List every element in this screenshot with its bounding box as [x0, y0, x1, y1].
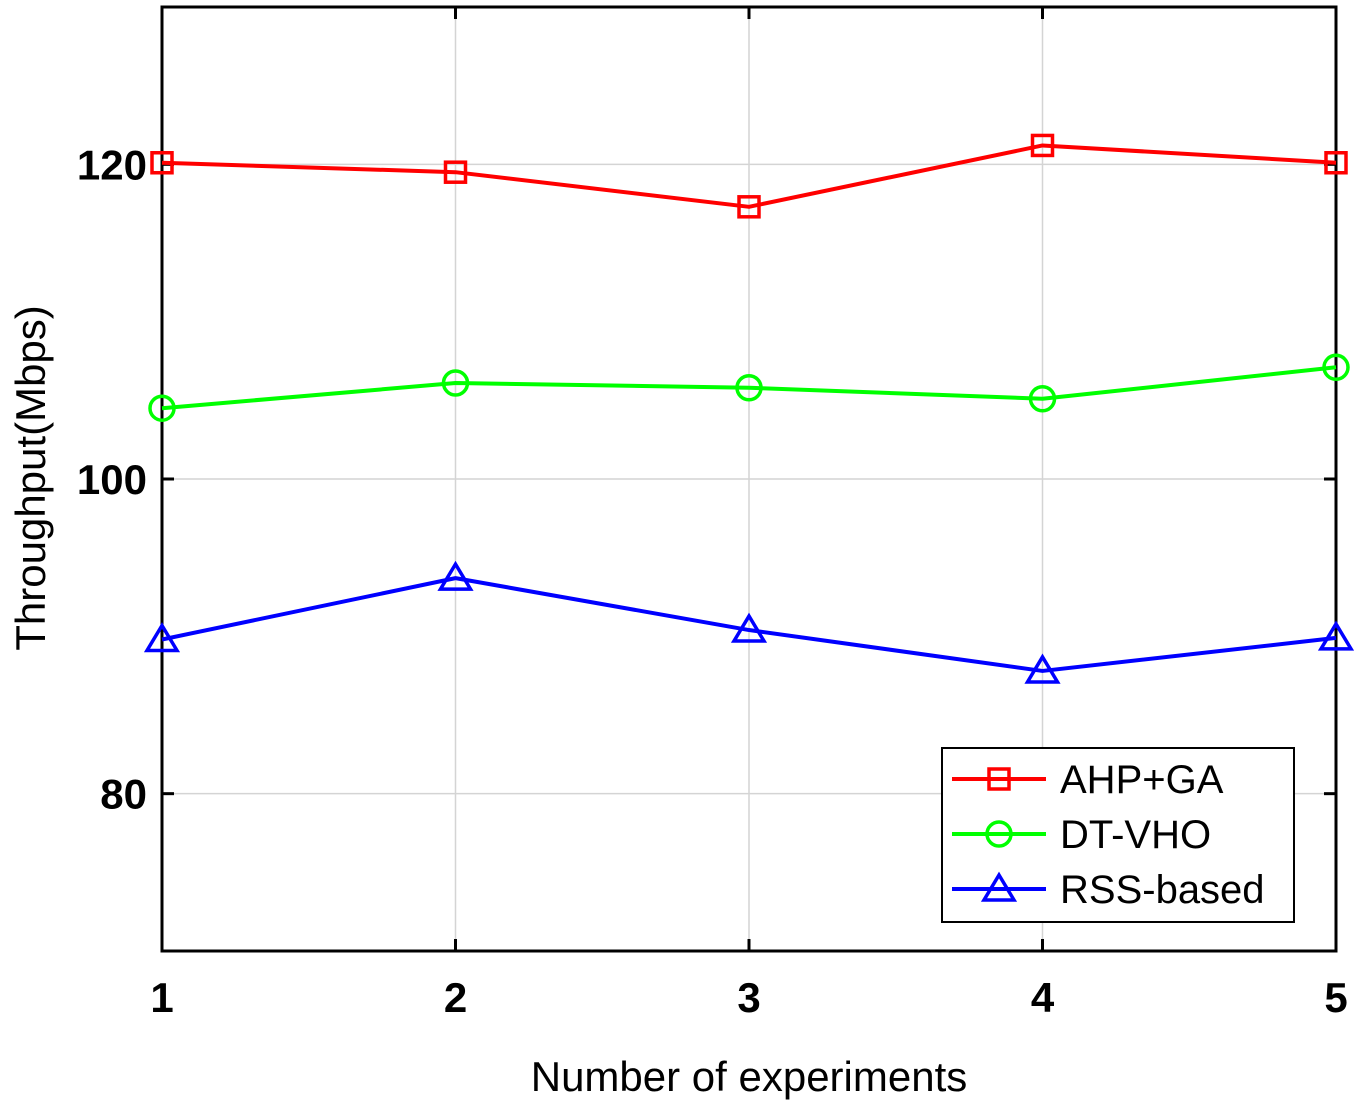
data-point-dt-vho	[441, 369, 470, 397]
legend-label-ahp-ga: AHP+GA	[1060, 758, 1224, 802]
data-point-ahp-ga	[443, 160, 468, 184]
series-rss-based	[143, 560, 1355, 684]
data-point-rss-based	[1317, 620, 1355, 651]
x-tick-label: 3	[737, 974, 760, 1021]
x-tick-label: 5	[1324, 974, 1347, 1021]
y-tick-label: 100	[77, 456, 147, 503]
x-tick-label: 2	[444, 974, 467, 1021]
data-point-ahp-ga	[737, 195, 761, 219]
series-dt-vho	[148, 353, 1350, 422]
series-group	[143, 133, 1355, 684]
data-point-dt-vho	[735, 373, 763, 402]
legend: AHP+GA DT-VHO RSS-based	[941, 747, 1295, 923]
data-point-dt-vho	[1028, 385, 1057, 413]
data-point-rss-based	[1024, 653, 1061, 684]
data-point-ahp-ga	[150, 151, 174, 175]
data-point-ahp-ga	[1030, 133, 1055, 158]
tick-labels: 1 2 3 4 5 80 100 120	[77, 141, 1348, 1021]
legend-label-dt-vho: DT-VHO	[1060, 813, 1211, 857]
plot-frame	[160, 5, 1338, 953]
x-tick-label: 4	[1031, 974, 1055, 1021]
data-point-rss-based	[437, 560, 474, 591]
data-point-rss-based	[730, 612, 768, 643]
data-point-dt-vho	[148, 394, 176, 422]
series-line-ahp-ga	[161, 143, 1337, 209]
legend-label-rss-based: RSS-based	[1060, 868, 1265, 912]
legend-marker-rss-based	[980, 871, 1018, 902]
data-point-rss-based	[143, 622, 181, 653]
y-axis-label: Throughput(Mbps)	[7, 305, 54, 651]
legend-marker-ahp-ga	[987, 767, 1011, 791]
y-tick-label: 80	[100, 771, 147, 818]
legend-marker-dt-vho	[985, 820, 1013, 848]
series-line-dt-vho	[161, 365, 1337, 411]
series-ahp-ga	[150, 133, 1348, 219]
data-point-dt-vho	[1322, 353, 1350, 382]
x-axis-label: Number of experiments	[531, 1053, 968, 1100]
series-line-rss-based	[161, 576, 1337, 673]
y-tick-label: 120	[77, 141, 147, 188]
data-point-ahp-ga	[1324, 151, 1348, 175]
x-tick-label: 1	[150, 974, 173, 1021]
